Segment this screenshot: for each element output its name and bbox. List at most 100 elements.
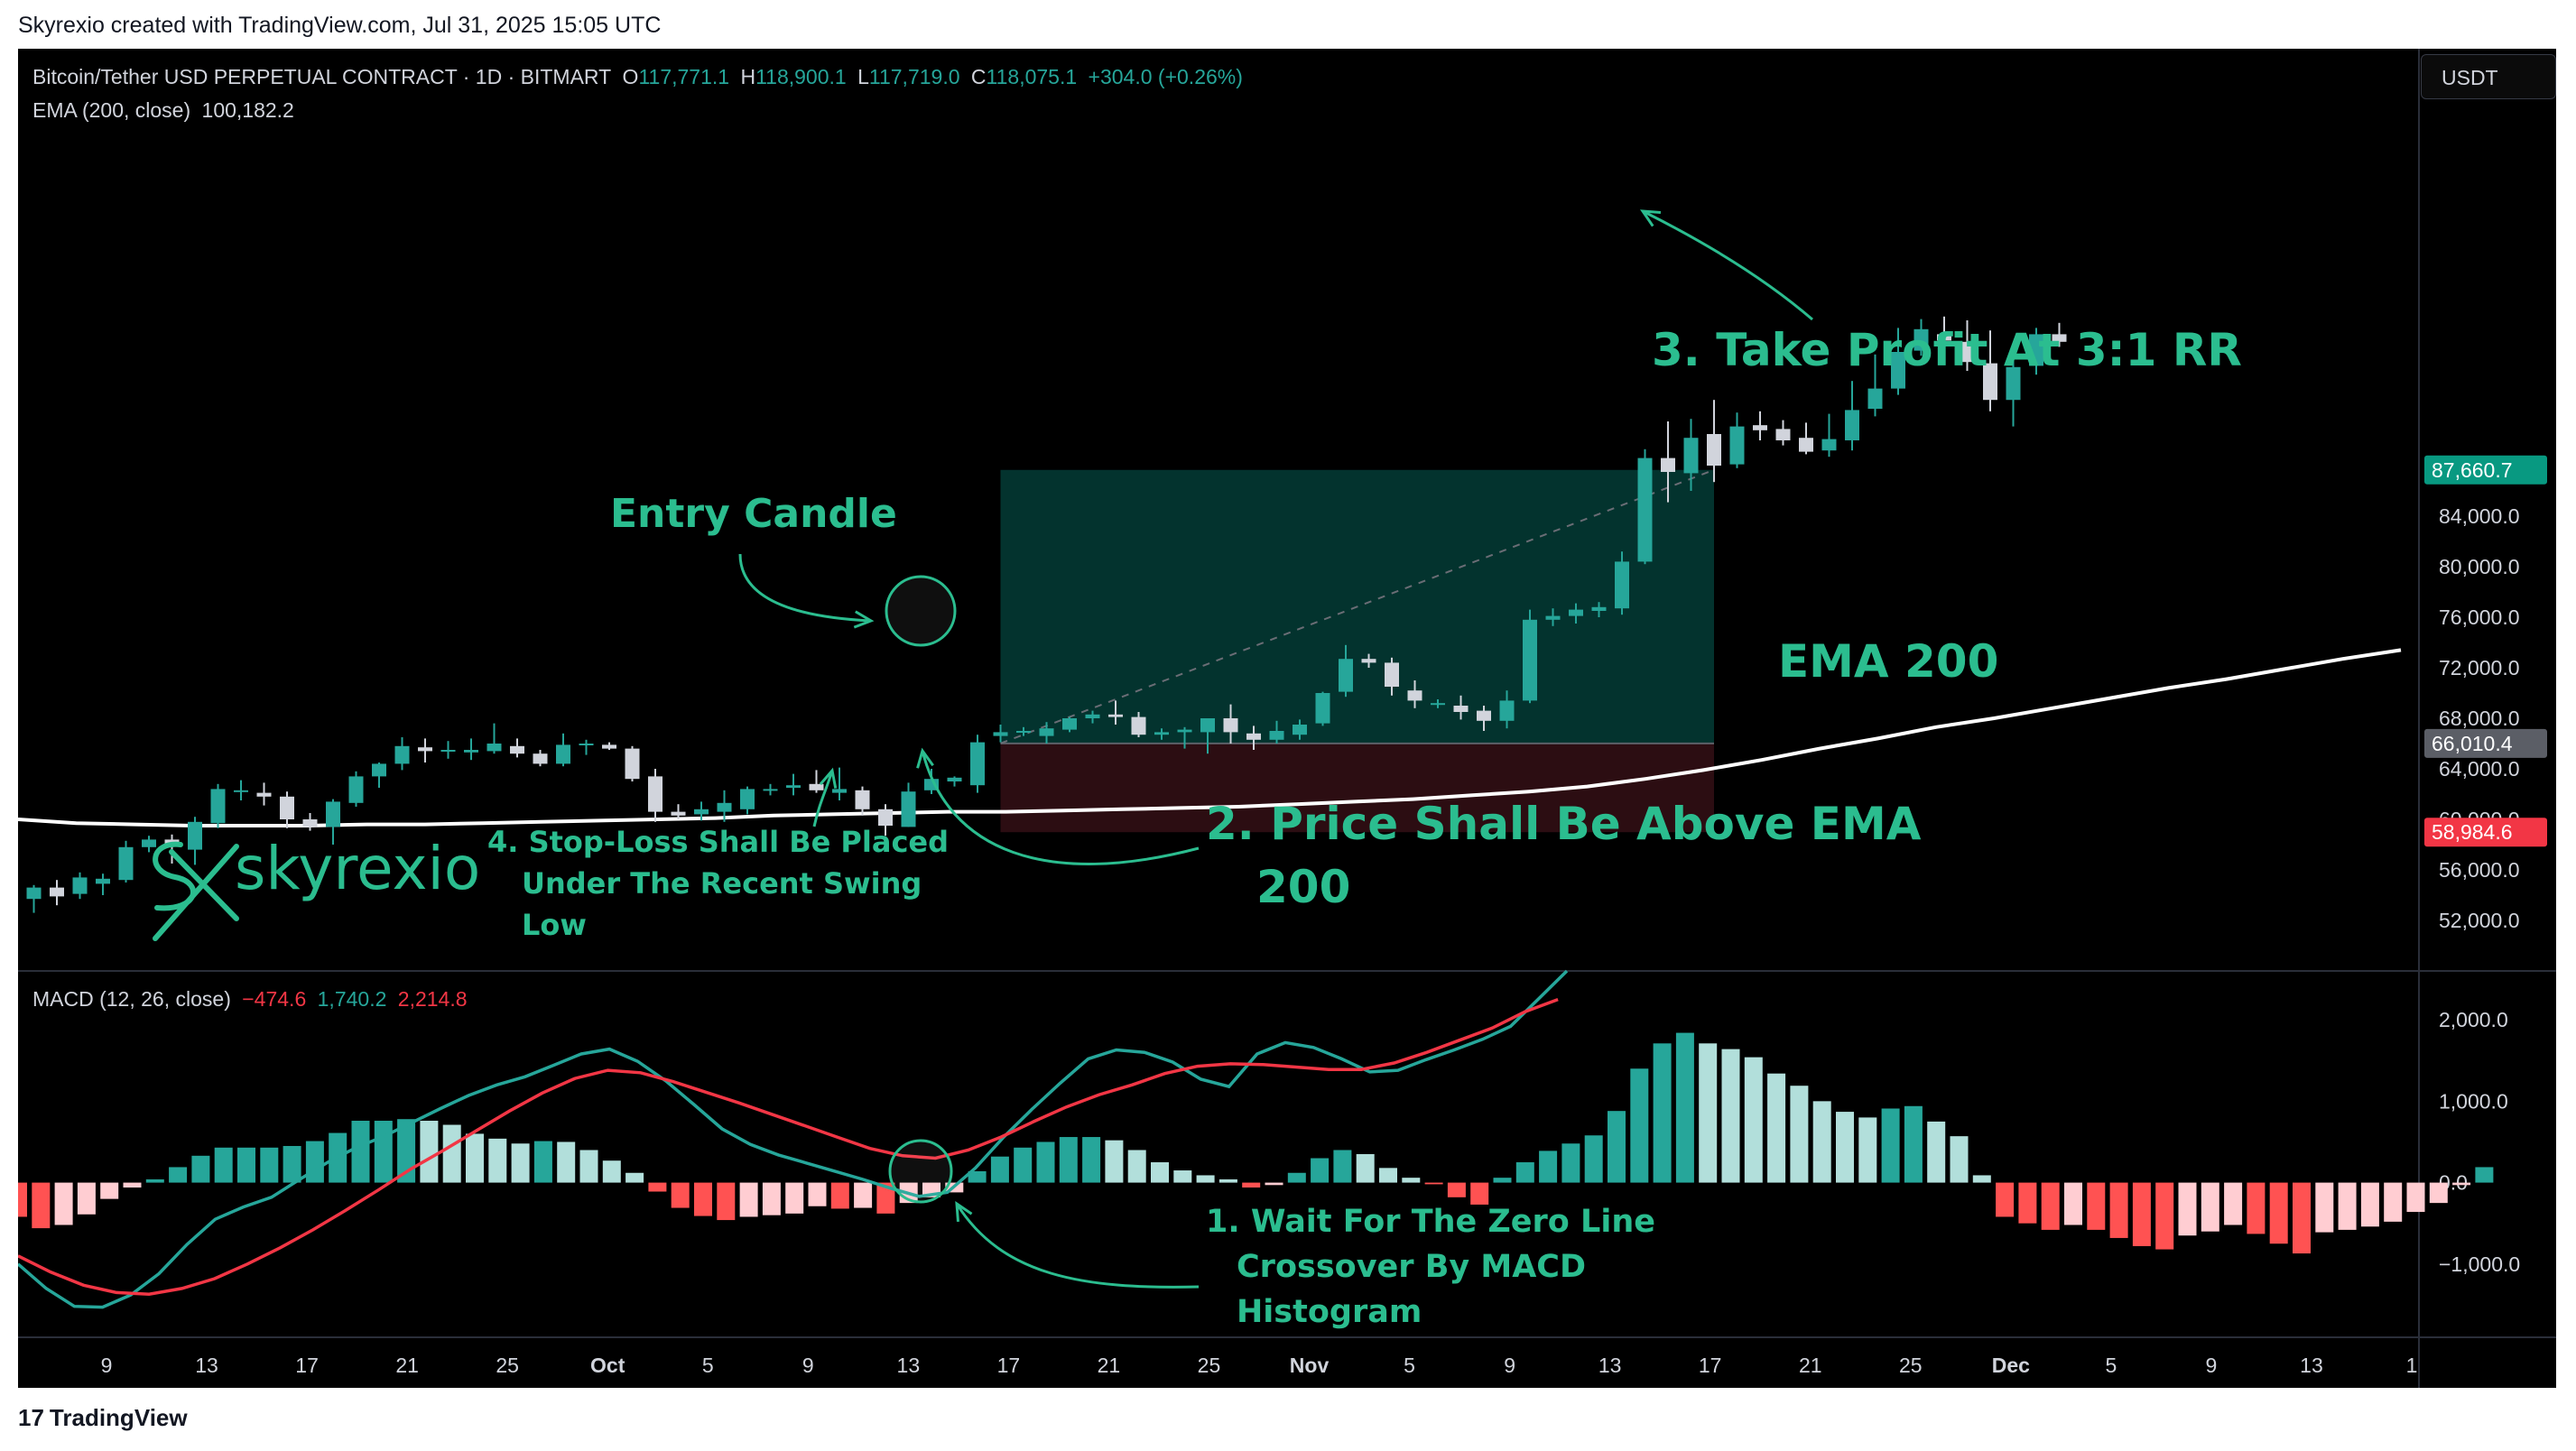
candle-body — [1891, 352, 1905, 389]
macd-legend-name: MACD (12, 26, close) — [32, 987, 231, 1011]
candle-body — [1407, 690, 1422, 701]
time-tick-label: 5 — [702, 1354, 714, 1377]
time-tick-label: 13 — [2300, 1354, 2323, 1377]
candle-body — [1983, 363, 1997, 401]
macd-histogram-bar — [830, 1182, 849, 1209]
candle-body — [1867, 388, 1883, 409]
time-tick-label: 17 — [295, 1354, 319, 1377]
macd-histogram-bar — [214, 1147, 233, 1183]
macd-histogram-bar — [2155, 1182, 2174, 1250]
macd-histogram-bar — [54, 1182, 73, 1225]
annotation-stop-loss-line1: 4. Stop-Loss Shall Be Placed — [487, 825, 950, 859]
macd-histogram-bar — [1972, 1175, 1991, 1183]
time-tick-label: 17 — [997, 1354, 1021, 1377]
macd-histogram-bar — [1653, 1043, 1672, 1183]
time-tick-label: 9 — [101, 1354, 113, 1377]
candle-body — [486, 744, 502, 752]
close-value: 118,075.1 — [986, 65, 1078, 88]
macd-histogram-bar — [717, 1182, 736, 1221]
candle-body — [1085, 714, 1100, 718]
candle-body — [1269, 731, 1284, 740]
candle-body — [1499, 700, 1515, 721]
macd-histogram-bar — [808, 1182, 827, 1206]
candle-body — [625, 748, 640, 780]
high-value: 118,900.1 — [755, 65, 847, 88]
annotation-price-above-ema-line1: 2. Price Shall Be Above EMA — [1206, 798, 1922, 850]
macd-histogram-bar — [1447, 1182, 1466, 1197]
macd-tick-label: −1,000.0 — [2439, 1252, 2520, 1276]
macd-histogram-bar — [1767, 1073, 1786, 1183]
time-tick-label: 21 — [395, 1354, 419, 1377]
macd-histogram-bar — [466, 1133, 484, 1183]
stop-loss-price-badge-bg — [2424, 818, 2547, 847]
macd-histogram-bar — [648, 1182, 667, 1192]
macd-histogram-bar — [2293, 1182, 2311, 1254]
time-tick-label: 25 — [1899, 1354, 1923, 1377]
macd-histogram-bar — [1699, 1043, 1718, 1183]
macd-histogram-bar — [1858, 1117, 1877, 1183]
stop-loss-arrow — [812, 770, 834, 827]
candle-body — [878, 809, 893, 826]
candle-body — [1775, 429, 1791, 440]
candle-body — [2052, 334, 2067, 342]
candle-body — [234, 790, 248, 792]
candle-body — [1246, 733, 1261, 740]
trade-diagonal — [1000, 468, 1715, 744]
tradingview-brand[interactable]: 17 TradingView — [18, 1404, 188, 1432]
ema-legend[interactable]: EMA (200, close) 100,182.2 — [32, 98, 300, 123]
macd-histogram-bar — [1287, 1172, 1306, 1183]
candle-body — [1591, 606, 1607, 611]
chart-canvas[interactable]: 52,000.056,000.060,000.064,000.068,000.0… — [18, 49, 2556, 1388]
macd-histogram-bar — [1561, 1143, 1580, 1183]
candle-body — [1661, 457, 1675, 472]
macd-histogram-bar — [1608, 1111, 1626, 1183]
time-tick-label: 21 — [1098, 1354, 1121, 1377]
macd-histogram-bar — [374, 1121, 393, 1183]
macd-histogram-bar — [397, 1119, 416, 1183]
macd-histogram-bar — [260, 1147, 279, 1183]
macd-tick-label: 1,000.0 — [2439, 1089, 2508, 1113]
candle-body — [1039, 728, 1054, 736]
time-tick-label: 9 — [2206, 1354, 2218, 1377]
candle-body — [464, 750, 478, 753]
candle-body — [1361, 659, 1376, 663]
price-tick-label: 64,000.0 — [2439, 757, 2520, 781]
candle-body — [1062, 718, 1077, 730]
chart-credit: Skyrexio created with TradingView.com, J… — [18, 13, 662, 38]
candle-body — [1960, 341, 1975, 363]
macd-histogram-bar — [1675, 1032, 1694, 1183]
macd-histogram-bar — [420, 1121, 439, 1183]
candle-body — [440, 750, 456, 752]
candle-body — [1637, 457, 1653, 562]
stop-loss-arrow-head — [819, 767, 838, 789]
macd-histogram-bar — [488, 1138, 507, 1183]
macd-histogram-bar — [77, 1182, 96, 1215]
macd-histogram-bar — [1219, 1178, 1237, 1183]
macd-histogram-bar — [2360, 1182, 2379, 1227]
macd-histogram-bar — [1173, 1170, 1192, 1183]
take-profit-arrow-head — [1640, 209, 1662, 227]
macd-histogram-bar — [511, 1143, 530, 1183]
chart-frame[interactable]: 52,000.056,000.060,000.064,000.068,000.0… — [18, 49, 2556, 1388]
candle-body — [1477, 710, 1491, 721]
macd-histogram-bar — [1584, 1135, 1603, 1183]
entry-candle-highlight — [885, 575, 957, 647]
macd-histogram-bar — [1790, 1086, 1809, 1183]
symbol-name[interactable]: Bitcoin/Tether USD PERPETUAL CONTRACT · … — [32, 65, 612, 88]
time-tick-label: 5 — [2105, 1354, 2117, 1377]
macd-histogram-bar — [671, 1182, 690, 1208]
candle-body — [2029, 334, 2043, 366]
macd-histogram-bar — [18, 1182, 27, 1217]
macd-crossover-highlight — [888, 1139, 953, 1204]
stop-loss-price-badge: 58,984.6 — [2432, 820, 2513, 844]
candle-body — [855, 790, 870, 809]
macd-signal-value: 2,214.8 — [397, 987, 468, 1011]
entry-price-badge: 66,010.4 — [2432, 732, 2513, 755]
macd-histogram-bar — [785, 1182, 804, 1214]
candle-body — [648, 776, 663, 812]
currency-selector[interactable]: USDT — [2421, 54, 2556, 99]
candle-body — [1016, 731, 1031, 733]
candle-body — [1937, 334, 1951, 341]
macd-histogram-bar — [1333, 1150, 1352, 1183]
macd-legend[interactable]: MACD (12, 26, close) −474.6 1,740.2 2,21… — [32, 987, 473, 1012]
